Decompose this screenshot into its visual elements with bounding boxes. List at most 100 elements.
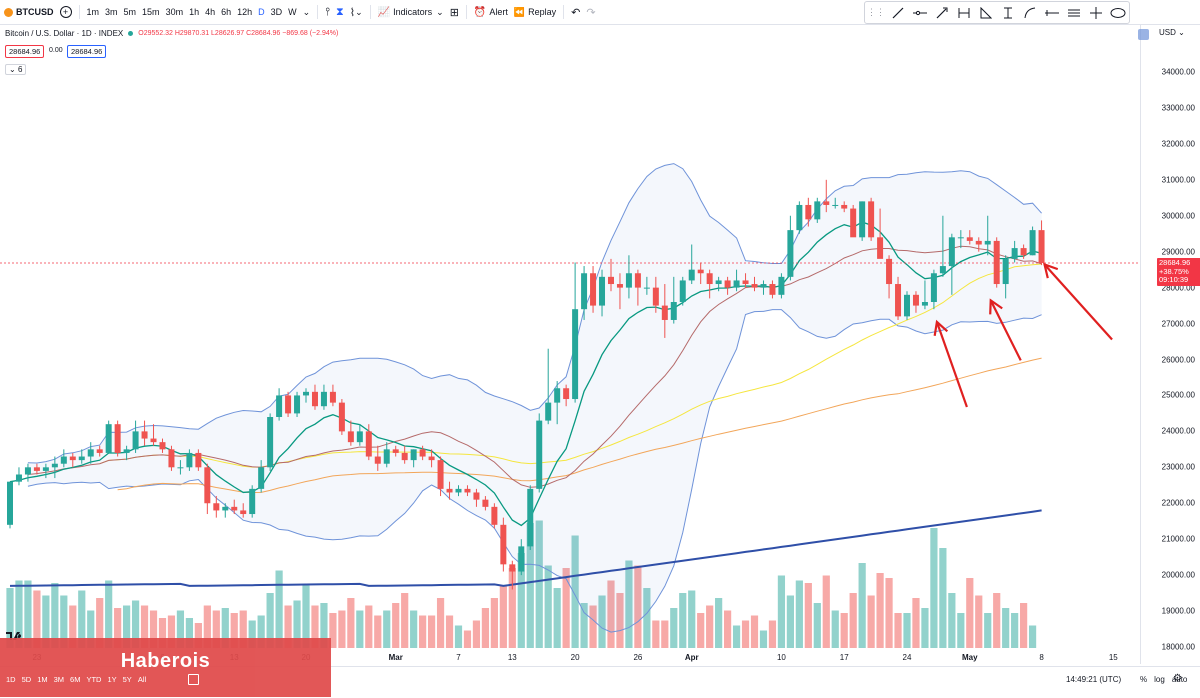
replay-button[interactable]: ⏪ Replay	[511, 0, 559, 24]
interval-dropdown-button[interactable]: ⌄	[300, 0, 314, 24]
price-tick: 31000.00	[1161, 175, 1195, 185]
curve-tool-icon[interactable]	[1022, 5, 1038, 21]
price-axis[interactable]: 34000.00 33000.00 32000.00 31000.00 30000.00…	[1140, 24, 1200, 664]
candlesticks	[7, 179, 1045, 590]
volume-bar	[445, 615, 454, 648]
volume-bar	[616, 593, 624, 648]
candle-body	[841, 204, 848, 209]
replay-icon: ⏪	[513, 6, 526, 17]
interval-1m[interactable]: 1m	[86, 7, 100, 17]
volume-bar	[69, 605, 77, 648]
interval-1h[interactable]: 1h	[189, 7, 200, 17]
candle-body	[921, 302, 928, 306]
symbol-selector[interactable]: BTCUSD	[0, 0, 57, 24]
candle-body	[186, 452, 193, 468]
price-tick: 18000.00	[1161, 642, 1195, 652]
candle-body	[428, 456, 435, 461]
interval-12h[interactable]: 12h	[237, 7, 253, 17]
alert-button[interactable]: ⏰ Alert	[471, 0, 511, 24]
range-6m[interactable]: 6M	[70, 675, 81, 684]
auto-scale-toggle[interactable]: auto	[1171, 675, 1188, 684]
gear-icon[interactable]: ⚙	[1173, 673, 1182, 684]
candle-body	[303, 391, 310, 396]
volume-bar	[966, 578, 974, 648]
ellipse-tool-icon[interactable]	[1110, 5, 1126, 21]
range-5d[interactable]: 5D	[21, 675, 32, 684]
candle-body	[886, 258, 893, 285]
volume-bar	[329, 613, 337, 648]
price-tick: 30000.00	[1161, 211, 1195, 221]
parallel-channel-icon[interactable]	[956, 5, 972, 21]
candle-body	[392, 449, 399, 453]
candle-body	[473, 492, 480, 500]
interval-4h[interactable]: 4h	[205, 7, 216, 17]
bars-icon: ⫯	[325, 5, 331, 18]
percent-scale-toggle[interactable]: %	[1140, 675, 1148, 684]
drawing-toolbar: ⋮⋮	[864, 1, 1130, 24]
range-all[interactable]: All	[137, 675, 147, 684]
tradingview-logo-icon	[6, 632, 22, 640]
interval-d[interactable]: D	[258, 7, 265, 17]
sell-price-box[interactable]: 28684.96	[5, 45, 45, 58]
arrow-tool-icon[interactable]	[934, 5, 950, 21]
log-scale-toggle[interactable]: log	[1154, 675, 1165, 684]
measure-icon[interactable]	[1000, 5, 1016, 21]
trend-line-icon[interactable]	[890, 5, 906, 21]
undo-button[interactable]: ↶	[568, 0, 583, 24]
alarm-clock-icon: ⏰	[473, 6, 487, 18]
candle-body	[706, 273, 713, 285]
bar-type-button[interactable]: ⫯	[322, 0, 333, 24]
indicators-button[interactable]: 📈 Indicators ⌄	[375, 0, 447, 24]
redo-button[interactable]: ↷	[583, 0, 598, 24]
volume-bar	[652, 620, 660, 648]
range-5y[interactable]: 5Y	[122, 675, 132, 684]
compare-symbol-button[interactable]: +	[57, 0, 75, 24]
volume-bar	[176, 610, 185, 648]
candles-type-button[interactable]: ⧗	[333, 0, 347, 24]
range-ytd[interactable]: YTD	[86, 675, 102, 684]
indicators-collapse-button[interactable]: ⌄ 6	[5, 64, 27, 75]
currency-selector[interactable]: USD ⌄	[1159, 28, 1185, 37]
volume-bar	[275, 570, 283, 648]
range-3m[interactable]: 3M	[53, 675, 65, 684]
crosshair-icon[interactable]	[1088, 5, 1104, 21]
text-lines-icon[interactable]	[1066, 5, 1082, 21]
volume-bar	[463, 630, 472, 648]
fib-retracement-icon[interactable]	[978, 5, 994, 21]
range-1d[interactable]: 1D	[6, 675, 16, 684]
volume-bar	[517, 553, 525, 648]
range-1m[interactable]: 1M	[37, 675, 48, 684]
candle-body	[258, 467, 265, 489]
candle-body	[114, 424, 121, 453]
interval-3d[interactable]: 3D	[270, 7, 283, 17]
chart-settings-toggle[interactable]	[1138, 29, 1149, 40]
goto-date-icon[interactable]	[188, 674, 199, 685]
layouts-button[interactable]: ⊞	[447, 0, 462, 24]
candle-body	[805, 204, 812, 220]
line-style-icon[interactable]	[1044, 5, 1060, 21]
interval-6h[interactable]: 6h	[221, 7, 232, 17]
candle-body	[536, 420, 543, 489]
utc-clock[interactable]: 14:49:21 (UTC)	[1066, 675, 1122, 684]
buy-price-box[interactable]: 28684.96	[67, 45, 107, 58]
interval-30m[interactable]: 30m	[165, 7, 184, 17]
volume-bar	[266, 593, 274, 648]
interval-15m[interactable]: 15m	[142, 7, 160, 17]
indicators-count: 6	[17, 65, 23, 74]
drag-handle-icon[interactable]: ⋮⋮	[867, 7, 885, 17]
volume-bar	[410, 610, 418, 648]
interval-3m[interactable]: 3m	[105, 7, 118, 17]
redo-icon: ↷	[586, 6, 596, 19]
alert-label: Alert	[489, 7, 508, 17]
volume-bar	[930, 528, 938, 648]
interval-w[interactable]: W	[288, 7, 297, 17]
volume-bar	[15, 580, 23, 648]
candle-body	[688, 269, 695, 281]
candle-body	[832, 204, 839, 206]
price-chart[interactable]	[0, 24, 1140, 666]
interval-5m[interactable]: 5m	[123, 7, 137, 17]
candle-body	[491, 506, 498, 525]
range-1y[interactable]: 1Y	[107, 675, 117, 684]
horizontal-ray-icon[interactable]	[912, 5, 928, 21]
line-type-button[interactable]: ⌇ ⌄	[347, 0, 366, 24]
